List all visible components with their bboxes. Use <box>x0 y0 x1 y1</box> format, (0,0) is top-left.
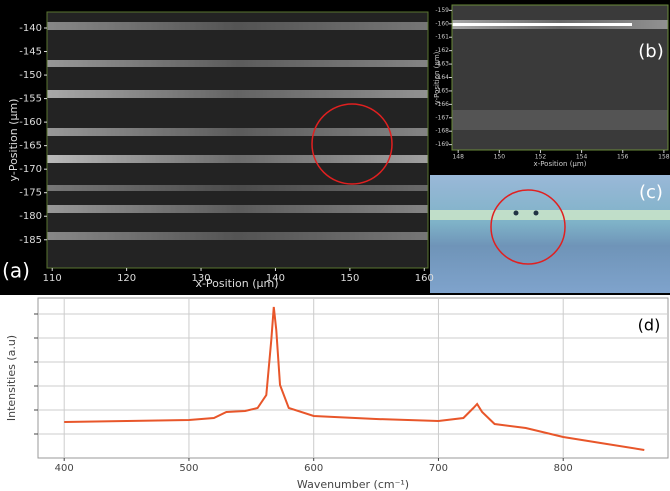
panel-label: (b) <box>638 41 663 62</box>
x-tick-label: 500 <box>179 463 198 474</box>
x-tick-label: 800 <box>554 463 573 474</box>
y-tick-label: -168 <box>435 128 449 135</box>
y-axis-label: Intensities (a.u) <box>5 335 18 421</box>
panel-label: (d) <box>638 316 661 335</box>
y-tick-label: -161 <box>435 34 449 41</box>
highlight-circle <box>311 103 393 185</box>
y-tick-label: -140 <box>19 23 42 34</box>
x-tick-label: 400 <box>55 463 74 474</box>
y-tick-label: -165 <box>19 141 42 152</box>
y-tick-label: -162 <box>435 47 449 54</box>
y-tick-label: -166 <box>435 101 449 108</box>
x-tick-label: 140 <box>266 273 285 284</box>
x-tick-label: 148 <box>452 154 464 161</box>
y-tick-label: -160 <box>19 117 42 128</box>
y-tick-label: -155 <box>19 94 42 105</box>
x-tick-label: 130 <box>191 273 210 284</box>
x-tick-label: 700 <box>429 463 448 474</box>
map-a-image <box>46 11 429 269</box>
y-tick-label: -160 <box>435 20 449 27</box>
x-tick-label: 158 <box>658 154 670 161</box>
x-tick-label: 152 <box>535 154 547 161</box>
x-tick-label: 110 <box>43 273 62 284</box>
y-tick-label: -170 <box>19 164 42 175</box>
x-axis-label: x-Position (µm) <box>534 160 587 168</box>
y-tick-label: -180 <box>19 211 42 222</box>
x-axis-label: x-Position (µm) <box>195 277 278 290</box>
y-tick-label: -150 <box>19 70 42 81</box>
plot-area <box>37 297 669 459</box>
x-tick-label: 150 <box>340 273 359 284</box>
y-axis-label: y-Position (µm) <box>7 99 20 182</box>
x-axis-label: Wavenumber (cm⁻¹) <box>297 478 409 491</box>
y-tick-label: -175 <box>19 188 42 199</box>
y-tick-label: -169 <box>435 141 449 148</box>
y-tick-label: -167 <box>435 114 449 121</box>
y-tick-label: -185 <box>19 235 42 246</box>
x-tick-label: 156 <box>617 154 629 161</box>
x-tick-label: 160 <box>415 273 434 284</box>
y-tick-label: -165 <box>435 87 449 94</box>
y-tick-label: -159 <box>435 7 449 14</box>
x-tick-label: 154 <box>576 154 588 161</box>
spectrum-line <box>64 306 645 451</box>
y-tick-label: -163 <box>435 61 449 68</box>
map-b-image <box>451 4 669 151</box>
x-tick-label: 600 <box>304 463 323 474</box>
y-tick-label: -164 <box>435 74 449 81</box>
y-axis-label: y-Position (µm) <box>433 51 441 104</box>
panel-label: (a) <box>2 259 30 283</box>
y-tick-label: -145 <box>19 47 42 58</box>
x-tick-label: 150 <box>494 154 506 161</box>
panel-label: (c) <box>639 182 663 203</box>
optical-image-c <box>430 175 670 293</box>
x-tick-label: 120 <box>117 273 136 284</box>
